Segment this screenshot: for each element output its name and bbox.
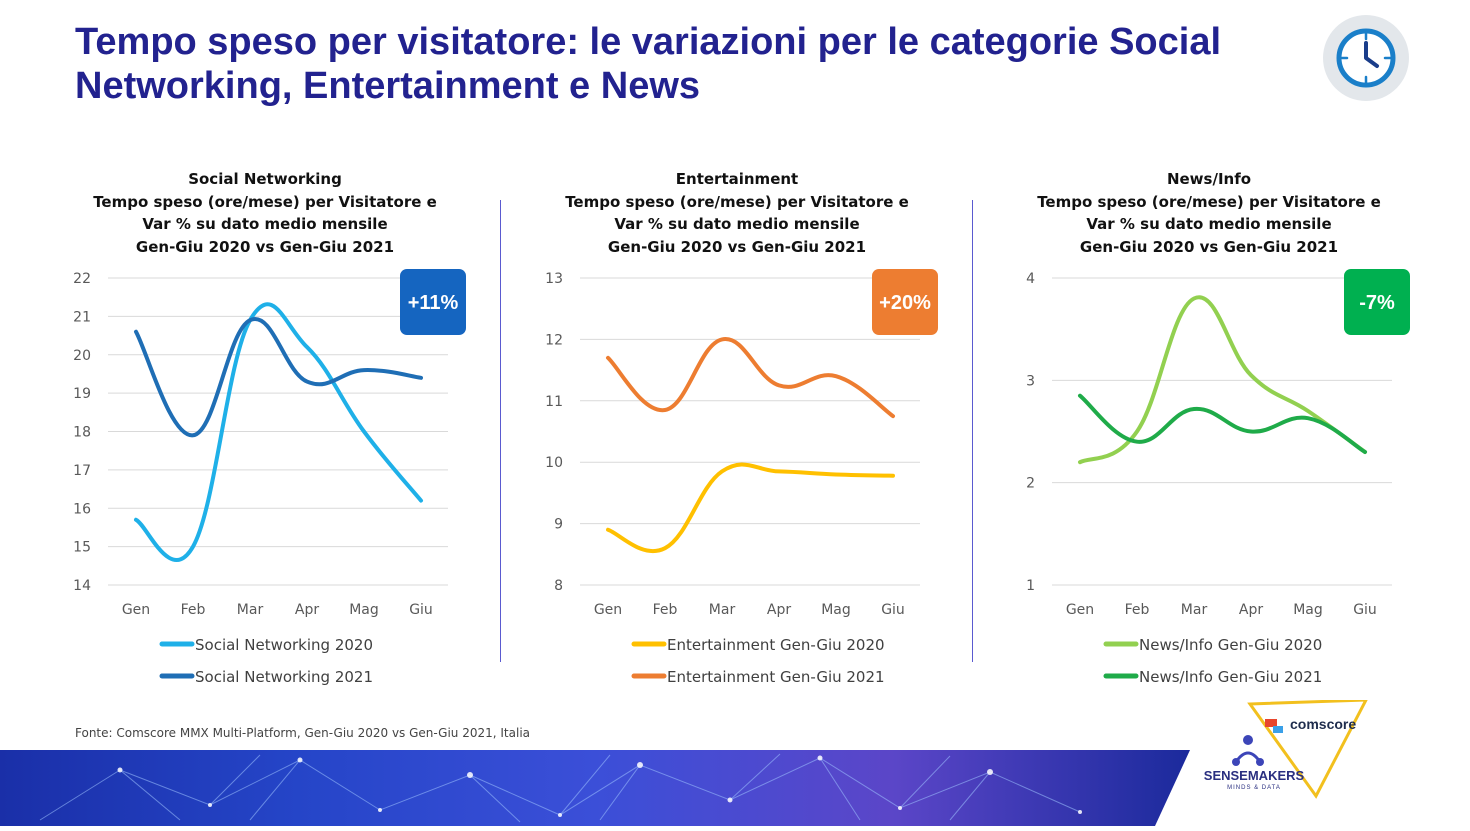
chart-social-networking: 14 15 16 17 18 19 20 21 22 Gen Feb Mar Apr Mag Giu Soci… [30,168,500,698]
chart-title-line: Tempo speso (ore/mese) per Visitatore e [974,191,1444,214]
y-tick-label: 13 [545,271,563,287]
series-line [608,339,893,416]
legend-label: Social Networking 2021 [195,668,373,686]
chart-divider [972,200,973,662]
x-tick-label: Mag [821,602,851,618]
y-tick-label: 22 [73,271,91,287]
chart-title-line: Gen-Giu 2020 vs Gen-Giu 2021 [30,236,500,259]
y-tick-label: 19 [73,386,91,402]
chart-divider [500,200,501,662]
chart-title-line: News/Info [974,168,1444,191]
y-tick-label: 14 [73,578,91,594]
clock-icon [1322,14,1410,102]
chart-title-line: Tempo speso (ore/mese) per Visitatore e [30,191,500,214]
change-badge-label: -7% [1359,292,1395,314]
y-tick-label: 16 [73,501,91,517]
chart-title-line: Gen-Giu 2020 vs Gen-Giu 2021 [502,236,972,259]
y-tick-label: 2 [1026,476,1035,492]
x-tick-label: Mar [237,602,264,618]
x-tick-label: Mar [709,602,736,618]
series-line [1080,396,1365,452]
chart-title-line: Var % su dato medio mensile [974,213,1444,236]
sensemakers-tagline: MINDS & DATA [1198,785,1310,791]
legend-label: News/Info Gen-Giu 2021 [1139,668,1322,686]
y-tick-label: 3 [1026,373,1035,389]
y-tick-label: 4 [1026,271,1035,287]
chart-title-line: Entertainment [502,168,972,191]
y-tick-label: 9 [554,517,563,533]
sensemakers-logo: SENSEMAKERS [1198,768,1310,783]
chart-title-line: Var % su dato medio mensile [502,213,972,236]
chart-title-line: Tempo speso (ore/mese) per Visitatore e [502,191,972,214]
y-tick-label: 10 [545,455,563,471]
chart-entertainment: 8 9 10 11 12 13 Gen Feb Mar Apr Mag Giu Entertainmen… [502,168,972,698]
chart-title: Social Networking Tempo speso (ore/mese)… [30,168,500,258]
series-line [608,464,893,551]
chart-title-line: Social Networking [30,168,500,191]
y-tick-label: 17 [73,463,91,479]
legend-label: Entertainment Gen-Giu 2020 [667,636,885,654]
chart-title: Entertainment Tempo speso (ore/mese) per… [502,168,972,258]
x-tick-label: Gen [122,602,150,618]
legend-label: Social Networking 2020 [195,636,373,654]
x-tick-label: Feb [653,602,678,618]
change-badge-label: +20% [879,292,931,314]
chart-news-info: 1 2 3 4 Gen Feb Mar Apr Mag Giu News/Info Gen-Giu … [974,168,1444,698]
chart-title: News/Info Tempo speso (ore/mese) per Vis… [974,168,1444,258]
y-tick-label: 1 [1026,578,1035,594]
x-tick-label: Mag [1293,602,1323,618]
y-tick-label: 15 [73,540,91,556]
y-tick-label: 20 [73,348,91,364]
x-tick-label: Mar [1181,602,1208,618]
legend-label: Entertainment Gen-Giu 2021 [667,668,885,686]
x-tick-label: Mag [349,602,379,618]
x-tick-label: Gen [1066,602,1094,618]
chart-title-line: Gen-Giu 2020 vs Gen-Giu 2021 [974,236,1444,259]
x-tick-label: Feb [181,602,206,618]
x-tick-label: Giu [1353,602,1377,618]
y-tick-label: 18 [73,425,91,441]
y-tick-label: 12 [545,332,563,348]
y-tick-label: 21 [73,309,91,325]
legend-label: News/Info Gen-Giu 2020 [1139,636,1322,654]
x-tick-label: Apr [295,602,319,618]
comscore-logo: comscore [1290,716,1356,732]
source-note: Fonte: Comscore MMX Multi-Platform, Gen-… [75,726,530,740]
chart-title-line: Var % su dato medio mensile [30,213,500,236]
x-tick-label: Feb [1125,602,1150,618]
series-line [136,319,421,435]
y-tick-label: 11 [545,394,563,410]
x-tick-label: Gen [594,602,622,618]
x-tick-label: Giu [881,602,905,618]
x-tick-label: Apr [767,602,791,618]
y-tick-label: 8 [554,578,563,594]
page-title: Tempo speso per visitatore: le variazion… [75,20,1275,108]
x-tick-label: Giu [409,602,433,618]
x-tick-label: Apr [1239,602,1263,618]
decorative-banner [0,750,1190,826]
change-badge-label: +11% [408,292,459,314]
